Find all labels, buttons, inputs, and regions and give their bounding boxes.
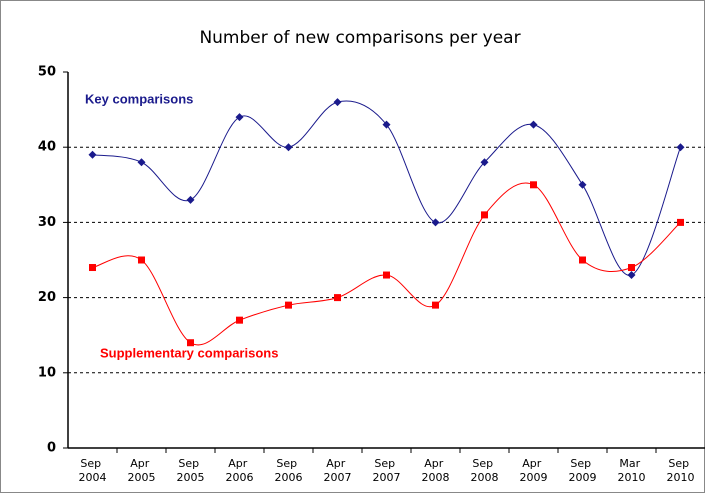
marker: [236, 316, 243, 324]
series-line: [92, 100, 681, 276]
y-tick-label: 30: [38, 215, 56, 230]
x-tick-label: Apr 2008: [422, 457, 450, 484]
marker: [677, 218, 684, 226]
marker: [529, 120, 538, 129]
marker: [628, 264, 635, 272]
x-tick-label: Mar 2010: [618, 457, 646, 484]
marker: [578, 180, 587, 189]
marker: [579, 256, 586, 264]
x-tick-label: Sep 2005: [177, 457, 205, 484]
marker: [530, 181, 537, 189]
x-tick-label: Apr 2007: [324, 457, 352, 484]
y-tick-label: 10: [38, 365, 56, 380]
x-tick-label: Apr 2009: [520, 457, 548, 484]
series-label: Key comparisons: [85, 91, 193, 106]
marker: [89, 264, 96, 272]
x-tick-label: Sep 2006: [275, 457, 303, 484]
x-tick-label: Sep 2008: [471, 457, 499, 484]
y-tick-label: 20: [38, 290, 56, 305]
marker: [480, 158, 489, 167]
marker: [284, 143, 293, 152]
chart-title: Number of new comparisons per year: [199, 28, 520, 48]
marker: [382, 120, 391, 129]
x-tick-label: Sep 2007: [373, 457, 401, 484]
marker: [137, 158, 146, 167]
x-tick-label: Sep 2004: [79, 457, 107, 484]
marker: [88, 150, 97, 159]
series-label: Supplementary comparisons: [100, 345, 278, 360]
marker: [138, 256, 145, 264]
marker: [481, 211, 488, 219]
x-tick-label: Sep 2009: [569, 457, 597, 484]
marker: [432, 301, 439, 309]
marker: [676, 143, 685, 152]
x-tick-label: Apr 2006: [226, 457, 254, 484]
marker: [627, 271, 636, 280]
y-tick-label: 40: [38, 140, 56, 155]
marker: [186, 195, 195, 204]
marker: [235, 113, 244, 122]
marker: [187, 339, 194, 347]
marker: [333, 98, 342, 107]
marker: [334, 294, 341, 302]
marker: [285, 301, 292, 309]
x-tick-label: Apr 2005: [128, 457, 156, 484]
y-tick-label: 50: [38, 65, 56, 80]
marker: [431, 218, 440, 227]
y-tick-label: 0: [47, 441, 56, 456]
marker: [383, 271, 390, 279]
x-tick-label: Sep 2010: [667, 457, 695, 484]
